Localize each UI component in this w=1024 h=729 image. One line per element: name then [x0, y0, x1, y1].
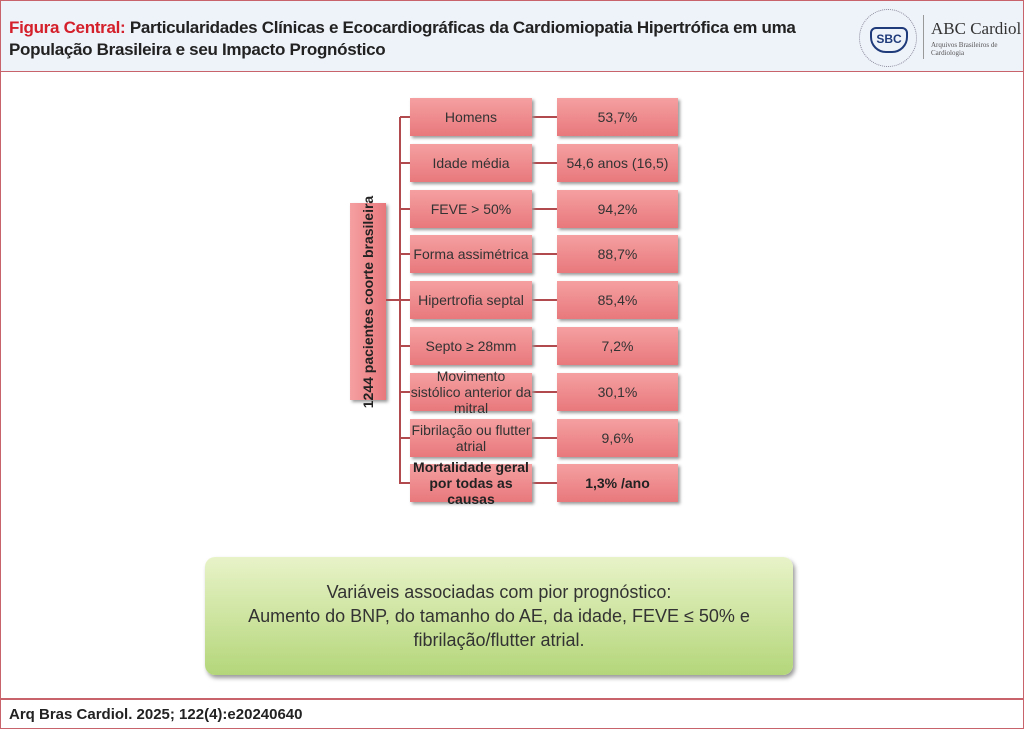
sbc-logo: SBC [859, 9, 917, 67]
connector [532, 207, 557, 210]
characteristic-box: Movimento sistólico anterior da mitral [410, 367, 532, 416]
citation: Arq Bras Cardiol. 2025; 122(4):e20240640 [9, 706, 303, 723]
connector [532, 299, 557, 302]
connector [532, 390, 557, 393]
header: Figura Central: Particularidades Clínica… [0, 0, 1024, 72]
value-box: 94,2% [557, 189, 678, 228]
characteristic-box: Idade média [410, 143, 532, 182]
value-box: 1,3% /ano [557, 464, 678, 503]
characteristic-box: Homens [410, 98, 532, 136]
figure-title: Figura Central: Particularidades Clínica… [9, 18, 796, 59]
characteristic-box: Hipertrofia septal [410, 281, 532, 320]
characteristic-box: FEVE > 50% [410, 189, 532, 228]
connector [400, 345, 410, 347]
divider [923, 15, 924, 59]
prognosis-line: Aumento do BNP, do tamanho do AE, da ida… [248, 606, 750, 626]
characteristic-box: Mortalidade geral por todas as causas [410, 459, 532, 507]
connector [400, 436, 410, 439]
connector [532, 253, 557, 256]
value-box: 9,6% [557, 418, 678, 457]
connector [400, 253, 410, 256]
value-box: 30,1% [557, 372, 678, 411]
value-box: 7,2% [557, 327, 678, 365]
connector [532, 345, 557, 347]
connector [400, 390, 410, 393]
connector [400, 299, 410, 302]
connector [532, 482, 557, 485]
journal-subtitle: Arquivos Brasileiros de Cardiologia [931, 41, 998, 57]
connector [532, 116, 557, 118]
connector [400, 207, 410, 210]
connector [386, 299, 400, 301]
footer: Arq Bras Cardiol. 2025; 122(4):e20240640 [0, 699, 1024, 729]
characteristic-box: Forma assimétrica [410, 235, 532, 274]
journal-name: ABC Cardiol [931, 19, 1022, 38]
prognosis-line: fibrilação/flutter atrial. [413, 630, 585, 650]
characteristic-box: Fibrilação ou flutter atrial [410, 418, 532, 457]
value-box: 54,6 anos (16,5) [557, 143, 678, 182]
value-box: 88,7% [557, 235, 678, 274]
cohort-box: 1244 pacientes coorte brasileira [350, 195, 386, 408]
characteristic-box: Septo ≥ 28mm [410, 327, 532, 365]
connector [400, 482, 410, 485]
prognosis-line: Variáveis associadas com pior prognóstic… [326, 582, 672, 602]
prognosis-box: Variáveis associadas com pior prognóstic… [205, 557, 793, 675]
connector [400, 161, 410, 164]
connector [532, 161, 557, 164]
value-box: 85,4% [557, 281, 678, 320]
connector [532, 436, 557, 439]
connector [400, 116, 410, 118]
value-box: 53,7% [557, 98, 678, 136]
